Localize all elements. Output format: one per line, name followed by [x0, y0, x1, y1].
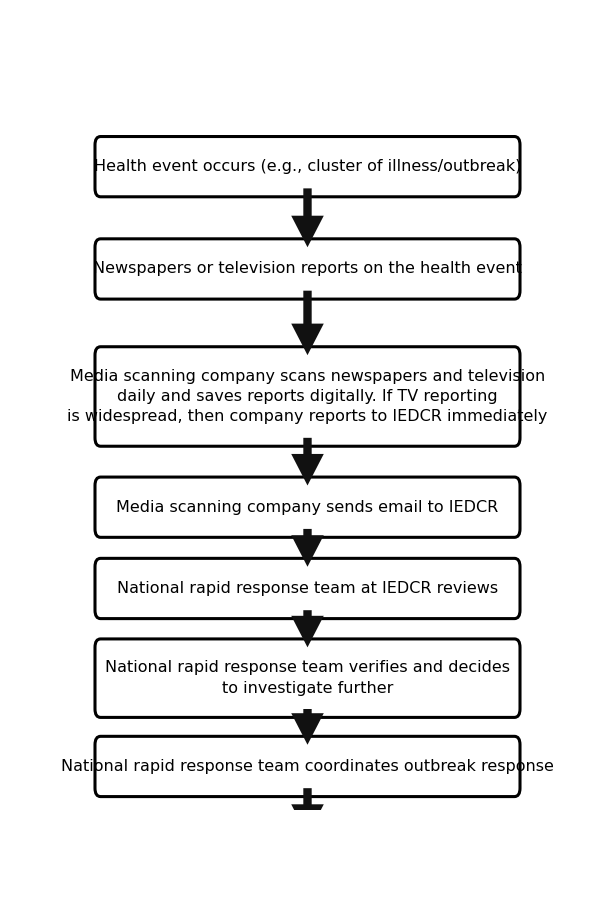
- Polygon shape: [291, 188, 324, 248]
- FancyBboxPatch shape: [95, 238, 520, 299]
- FancyBboxPatch shape: [95, 477, 520, 537]
- Polygon shape: [291, 611, 324, 647]
- Text: Health event occurs (e.g., cluster of illness/outbreak): Health event occurs (e.g., cluster of il…: [94, 159, 521, 174]
- Polygon shape: [291, 709, 324, 744]
- Text: Media scanning company sends email to IEDCR: Media scanning company sends email to IE…: [116, 500, 499, 515]
- Polygon shape: [291, 529, 324, 567]
- Text: Newspapers or television reports on the health event: Newspapers or television reports on the …: [93, 261, 522, 277]
- FancyBboxPatch shape: [95, 736, 520, 796]
- Polygon shape: [291, 290, 324, 355]
- Text: National rapid response team at IEDCR reviews: National rapid response team at IEDCR re…: [117, 581, 498, 596]
- FancyBboxPatch shape: [95, 559, 520, 619]
- Polygon shape: [291, 438, 324, 485]
- FancyBboxPatch shape: [95, 639, 520, 717]
- Polygon shape: [291, 788, 324, 835]
- FancyBboxPatch shape: [95, 347, 520, 446]
- Text: Media scanning company scans newspapers and television
daily and saves reports d: Media scanning company scans newspapers …: [67, 369, 548, 424]
- Text: National rapid response team verifies and decides
to investigate further: National rapid response team verifies an…: [105, 661, 510, 696]
- Text: National rapid response team coordinates outbreak response: National rapid response team coordinates…: [61, 759, 554, 774]
- FancyBboxPatch shape: [95, 136, 520, 197]
